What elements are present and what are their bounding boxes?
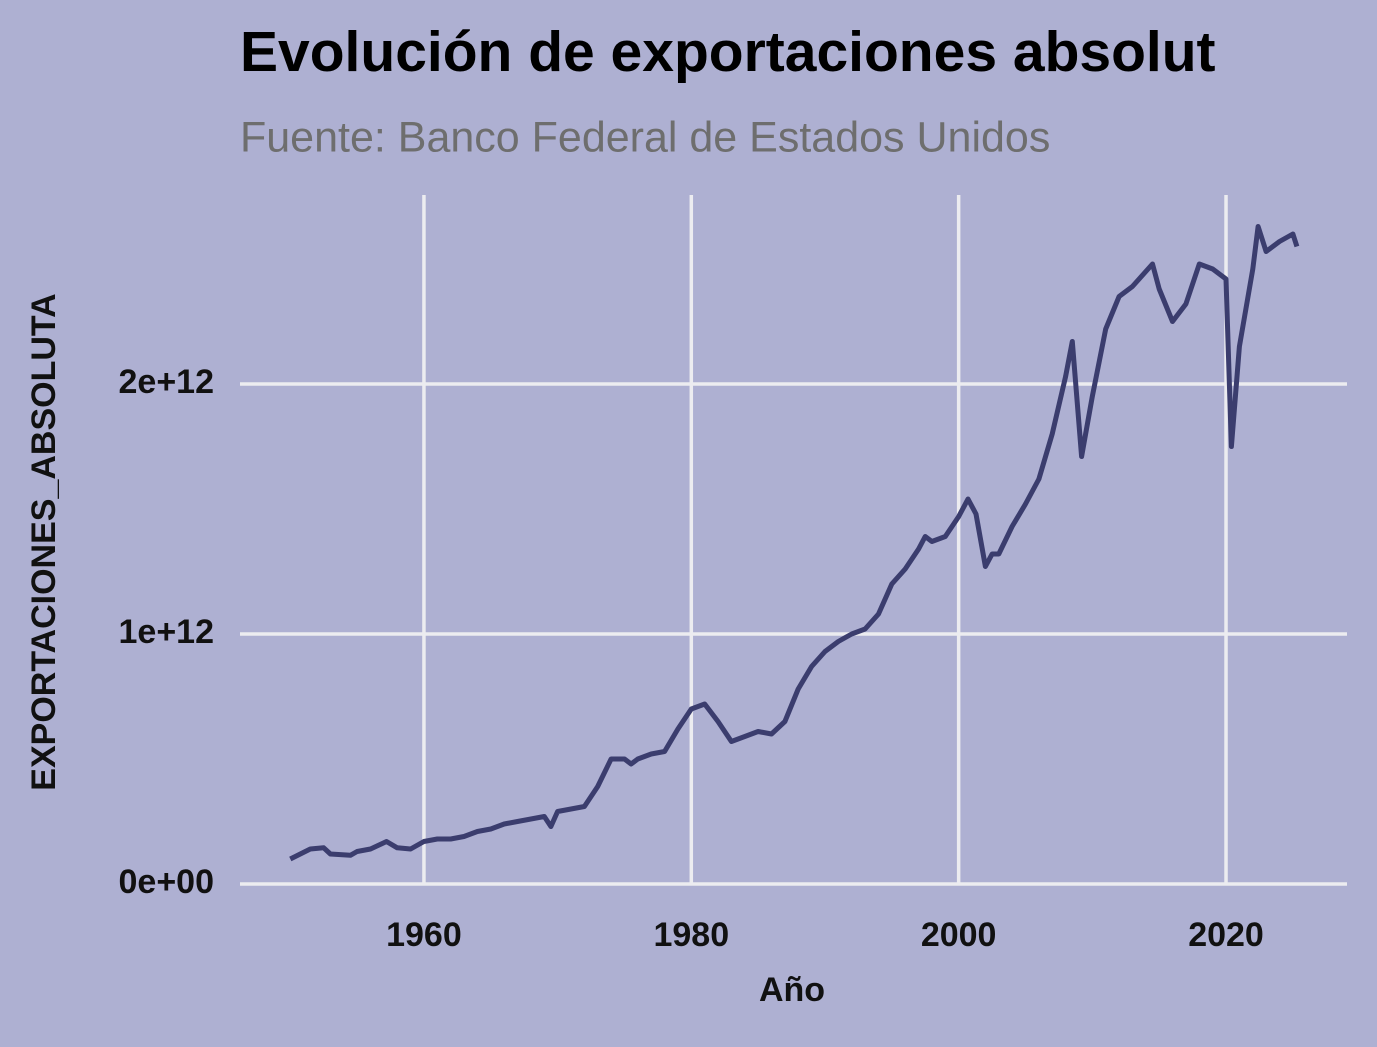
y-tick-label: 1e+12 (119, 613, 215, 651)
x-tick-label: 1980 (653, 916, 729, 954)
y-tick-label: 0e+00 (119, 863, 215, 901)
x-tick-label: 2000 (921, 916, 997, 954)
y-tick-label: 2e+12 (119, 363, 215, 401)
x-axis-label: Año (759, 971, 825, 1009)
chart-title: Evolución de exportaciones absolut (240, 20, 1216, 84)
x-tick-label: 1960 (386, 916, 462, 954)
x-tick-label: 2020 (1188, 916, 1264, 954)
y-axis-label: EXPORTACIONES_ABSOLUTA (25, 293, 63, 790)
chart-subtitle: Fuente: Banco Federal de Estados Unidos (240, 113, 1050, 161)
data-line (289, 224, 1300, 862)
